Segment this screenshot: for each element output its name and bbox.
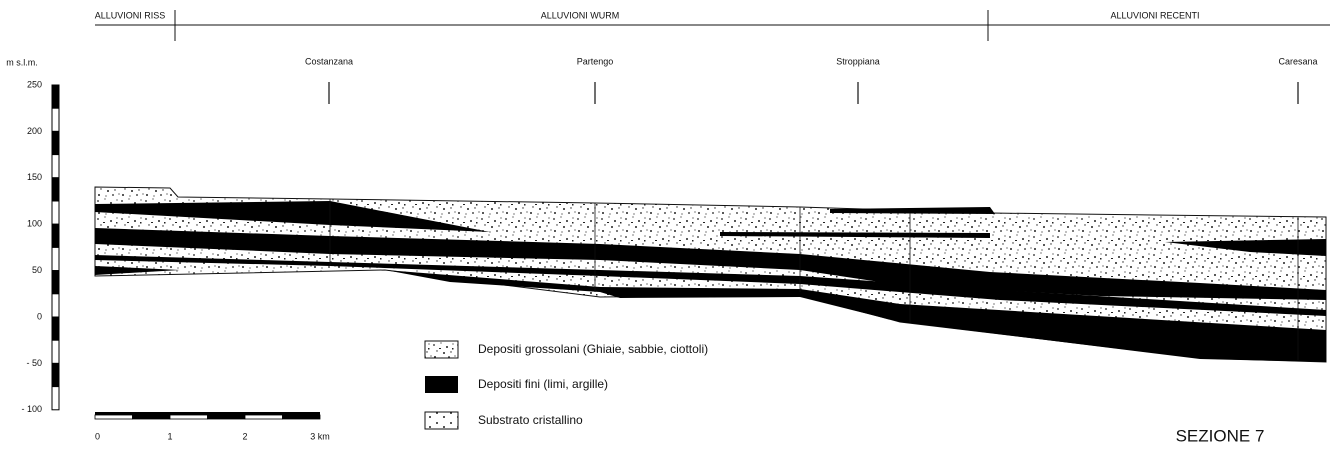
zone-label: ALLUVIONI WURM — [541, 10, 620, 20]
elevation-bar-segment — [52, 178, 59, 201]
scale-bar-segment — [283, 415, 321, 419]
scale-bar-segment — [245, 412, 283, 415]
scale-tick-label: 2 — [242, 431, 247, 441]
zone-label: ALLUVIONI RISS — [95, 10, 166, 20]
elevation-bar-segment — [52, 247, 59, 270]
scale-bar-segment — [208, 412, 246, 415]
scale-tick-label: 3 km — [310, 431, 330, 441]
scale-bar-segment — [133, 412, 171, 415]
elevation-bar-segment — [52, 317, 59, 340]
elevation-bar-segment — [52, 340, 59, 363]
geology — [95, 187, 1326, 362]
elevation-tick-label: 100 — [27, 219, 42, 229]
elevation-bar-segment — [52, 294, 59, 317]
town-label: Partengo — [577, 56, 614, 66]
zone-label: ALLUVIONI RECENTI — [1110, 10, 1199, 20]
legend-label: Depositi grossolani (Ghiaie, sabbie, cio… — [478, 342, 708, 356]
elevation-tick-label: 200 — [27, 126, 42, 136]
cross-section: ALLUVIONI RISS ALLUVIONI WURM ALLUVIONI … — [0, 0, 1336, 449]
lens — [830, 207, 995, 214]
elevation-tick-label: 0 — [37, 311, 42, 321]
scale-bar-segment — [170, 412, 208, 415]
section-label: SEZIONE 7 — [1176, 426, 1265, 445]
elevation-bar-segment — [52, 131, 59, 154]
elevation-bar-segment — [52, 271, 59, 294]
town-ticks — [329, 82, 1298, 104]
elevation-bar-segment — [52, 108, 59, 131]
elevation-tick-label: 150 — [27, 172, 42, 182]
scale-tick-label: 1 — [167, 431, 172, 441]
scale-tick-label: 0 — [95, 431, 100, 441]
scale-bar-segment — [170, 415, 208, 419]
elevation-bar-segment — [52, 201, 59, 224]
town-label: Costanzana — [305, 56, 353, 66]
elevation-tick-label: 250 — [27, 79, 42, 89]
scale-bar-segment — [208, 415, 246, 419]
legend-label: Depositi fini (limi, argille) — [478, 377, 608, 391]
elevation-bar-segment — [52, 155, 59, 178]
elevation-tick-label: - 100 — [21, 404, 42, 414]
legend-swatch — [425, 376, 458, 393]
scale-bar-segment — [283, 412, 321, 415]
scale-bar-segment — [245, 415, 283, 419]
town-label: Stroppiana — [836, 56, 880, 66]
elevation-bar-segment — [52, 224, 59, 247]
legend-swatch — [425, 341, 458, 358]
elevation-tick-label: 50 — [32, 265, 42, 275]
legend-swatch — [425, 412, 458, 429]
elevation-tick-label: - 50 — [26, 358, 42, 368]
scale-bar-segment — [95, 412, 133, 415]
town-label: Caresana — [1278, 56, 1317, 66]
elevation-bar-segment — [52, 85, 59, 108]
elevation-bar-segment — [52, 387, 59, 410]
legend-label: Substrato cristallino — [478, 413, 583, 427]
axis-unit: m s.l.m. — [6, 57, 38, 67]
elevation-bar-segment — [52, 363, 59, 386]
scale-bar-segment — [133, 415, 171, 419]
scale-bar-segment — [95, 415, 133, 419]
